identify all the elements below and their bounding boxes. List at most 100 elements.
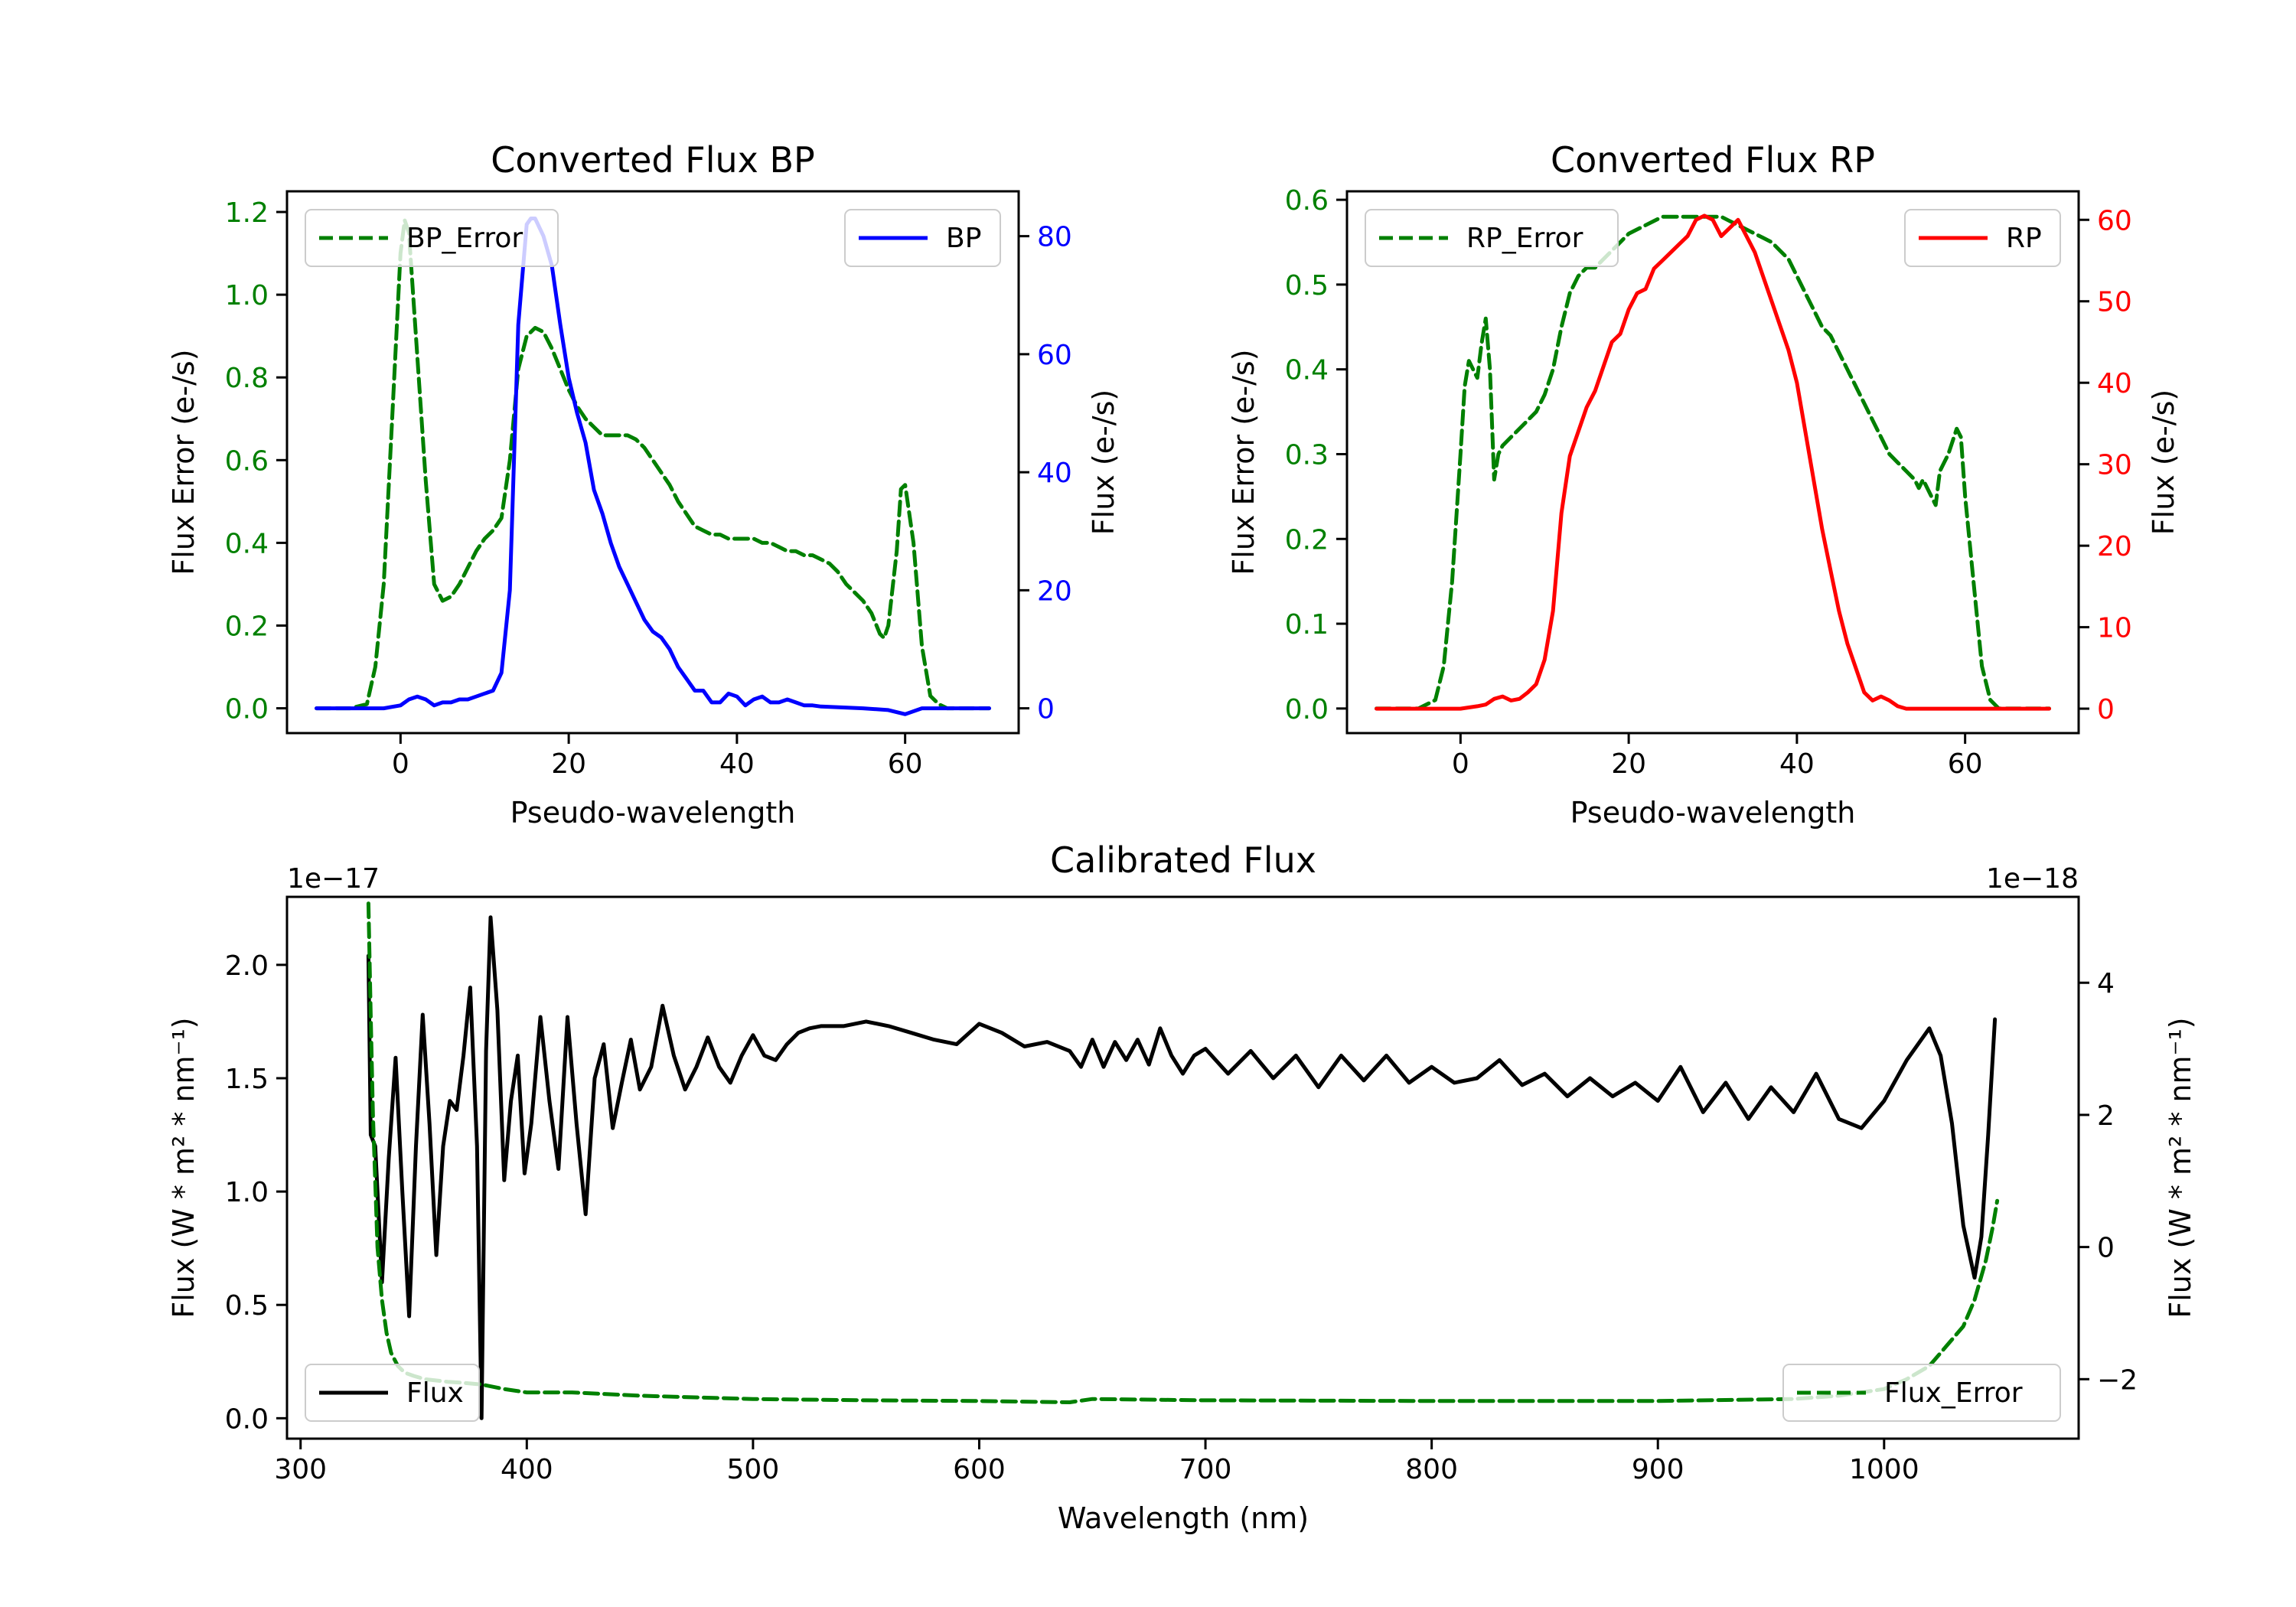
rp-ytick-left-label: 0.4 — [1285, 355, 1329, 386]
calibrated-offset-right: 1e−18 — [1986, 863, 2079, 895]
rp-ytick-right-label: 30 — [2097, 450, 2132, 481]
calibrated-legend-left-box — [305, 1364, 480, 1422]
rp-legend-right: RP — [1904, 209, 2061, 267]
calibrated-ticks: 300 400 500 600 700 800 900 1000 0.0 0.5 1.0 1.5 2.0… — [225, 950, 2138, 1485]
bp-xtick-label: 40 — [719, 748, 755, 780]
rp-ytick-left-label: 0.5 — [1285, 270, 1329, 302]
rp-legend-right-label: RP — [2006, 223, 2042, 254]
bp-ylabel-left: Flux Error (e-/s) — [167, 349, 201, 575]
rp-legend-left-box — [1365, 209, 1619, 267]
bp-series-bp — [315, 217, 991, 716]
calibrated-xlabel: Wavelength (nm) — [1058, 1501, 1309, 1535]
bp-ytick-right-label: 40 — [1037, 458, 1072, 489]
bp-ytick-right-label: 20 — [1037, 575, 1072, 607]
rp-ylabel-right: Flux (e-/s) — [2147, 390, 2180, 535]
bp-legend-left-label: BP_Error — [406, 223, 523, 254]
calibrated-legend-right: Flux_Error — [1782, 1364, 2061, 1422]
bp-ytick-left-label: 0.6 — [225, 445, 269, 477]
rp-legend-left: RP_Error — [1365, 209, 1619, 267]
calibrated-ytick-right-label: −2 — [2097, 1364, 2138, 1396]
bp-ytick-left-label: 0.4 — [225, 528, 269, 559]
rp-axes-frame — [1345, 190, 2080, 735]
rp-ylabel-left: Flux Error (e-/s) — [1227, 349, 1261, 575]
calibrated-offset-left: 1e−17 — [287, 863, 380, 895]
rp-ytick-right-label: 60 — [2097, 205, 2132, 236]
rp-xtick-label: 60 — [1948, 748, 1983, 780]
calibrated-legend-left: Flux — [305, 1364, 480, 1422]
rp-series-rp — [1375, 214, 2051, 711]
rp-xlabel: Pseudo-wavelength — [1570, 796, 1856, 830]
rp-xtick-label: 0 — [1452, 748, 1469, 780]
bp-ytick-left-label: 0.2 — [225, 611, 269, 642]
calibrated-axes-frame — [285, 895, 2080, 1440]
bp-ytick-left-label: 0.8 — [225, 363, 269, 394]
rp-ytick-right-label: 20 — [2097, 531, 2132, 562]
calibrated-xtick-label: 500 — [727, 1454, 780, 1485]
rp-plot-area — [1375, 214, 2051, 711]
rp-ytick-right-label: 10 — [2097, 613, 2132, 644]
calibrated-xtick-label: 600 — [953, 1454, 1006, 1485]
calibrated-xtick-label: 300 — [274, 1454, 327, 1485]
bp-ticks: 0 20 40 60 0.0 0.2 0.4 0.6 0.8 1.0 1.2 0 20 40 60 80 — [225, 197, 1072, 780]
rp-ticks: 0 20 40 60 0.0 0.1 0.2 0.3 0.4 0.5 0.6 0 10 20 30 40 50 6… — [1285, 185, 2132, 780]
calibrated-legend-left-label: Flux — [406, 1377, 464, 1409]
bp-plot-area — [315, 217, 991, 716]
calibrated-xtick-label: 800 — [1405, 1454, 1458, 1485]
rp-title: Converted Flux RP — [1551, 139, 1875, 181]
bp-xtick-label: 0 — [392, 748, 409, 780]
bp-legend-right-label: BP — [946, 223, 981, 254]
calibrated-plot-area — [366, 901, 2000, 1420]
bp-legend-left: BP_Error — [305, 209, 559, 267]
rp-ytick-left-label: 0.3 — [1285, 439, 1329, 471]
bp-ytick-left-label: 1.0 — [225, 280, 269, 311]
bp-ytick-left-label: 1.2 — [225, 197, 269, 229]
bp-xtick-label: 60 — [888, 748, 923, 780]
calibrated-series-flux — [366, 915, 1998, 1420]
calibrated-ytick-right-label: 2 — [2097, 1100, 2115, 1132]
bp-ytick-left-label: 0.0 — [225, 694, 269, 725]
rp-xtick-label: 20 — [1611, 748, 1646, 780]
calibrated-ytick-left-label: 1.5 — [225, 1064, 269, 1095]
calibrated-ylabel-right: Flux (W * m² * nm⁻¹) — [2164, 1017, 2197, 1318]
calibrated-series-flux-error — [366, 901, 2000, 1404]
bp-ylabel-right: Flux (e-/s) — [1087, 390, 1120, 535]
bp-xlabel: Pseudo-wavelength — [510, 796, 796, 830]
rp-ytick-right-label: 40 — [2097, 368, 2132, 399]
rp-ytick-left-label: 0.1 — [1285, 609, 1329, 641]
calibrated-ytick-left-label: 0.5 — [225, 1290, 269, 1322]
calibrated-panel: Calibrated Flux 1e−17 1e−18 300 400 500 600… — [167, 839, 2197, 1535]
bp-legend-right: BP — [844, 209, 1001, 267]
bp-xtick-label: 20 — [551, 748, 586, 780]
calibrated-xtick-label: 400 — [501, 1454, 553, 1485]
bp-ytick-right-label: 80 — [1037, 222, 1072, 253]
calibrated-xtick-label: 900 — [1632, 1454, 1684, 1485]
calibrated-ytick-right-label: 0 — [2097, 1233, 2115, 1264]
calibrated-legend-right-box — [1782, 1364, 2061, 1422]
calibrated-ytick-left-label: 0.0 — [225, 1403, 269, 1435]
calibrated-ytick-right-label: 4 — [2097, 968, 2115, 999]
rp-ytick-left-label: 0.6 — [1285, 185, 1329, 217]
rp-ytick-right-label: 50 — [2097, 287, 2132, 318]
bp-axes-frame — [285, 190, 1020, 735]
calibrated-xtick-label: 700 — [1179, 1454, 1232, 1485]
rp-panel: Converted Flux RP 0 20 40 60 0.0 0.1 0.2 0.3 0.4… — [1227, 139, 2180, 830]
calibrated-xtick-label: 1000 — [1849, 1454, 1919, 1485]
rp-ytick-left-label: 0.2 — [1285, 524, 1329, 556]
bp-ytick-right-label: 60 — [1037, 340, 1072, 371]
bp-legend-left-box — [305, 209, 559, 267]
bp-ytick-right-label: 0 — [1037, 694, 1055, 725]
calibrated-legend-right-label: Flux_Error — [1884, 1377, 2023, 1409]
bp-panel: Converted Flux BP 0 20 40 60 0.0 0.2 0.4 0.6 0.8… — [167, 139, 1120, 830]
bp-title: Converted Flux BP — [491, 139, 815, 181]
rp-legend-left-label: RP_Error — [1466, 223, 1583, 254]
calibrated-ytick-left-label: 2.0 — [225, 950, 269, 982]
rp-xtick-label: 40 — [1779, 748, 1815, 780]
rp-ytick-left-label: 0.0 — [1285, 694, 1329, 725]
rp-series-rp-error — [1375, 214, 2051, 711]
rp-ytick-right-label: 0 — [2097, 694, 2115, 725]
bp-series-bp-error — [315, 218, 991, 711]
calibrated-title: Calibrated Flux — [1050, 839, 1316, 881]
calibrated-ylabel-left: Flux (W * m² * nm⁻¹) — [167, 1017, 201, 1318]
